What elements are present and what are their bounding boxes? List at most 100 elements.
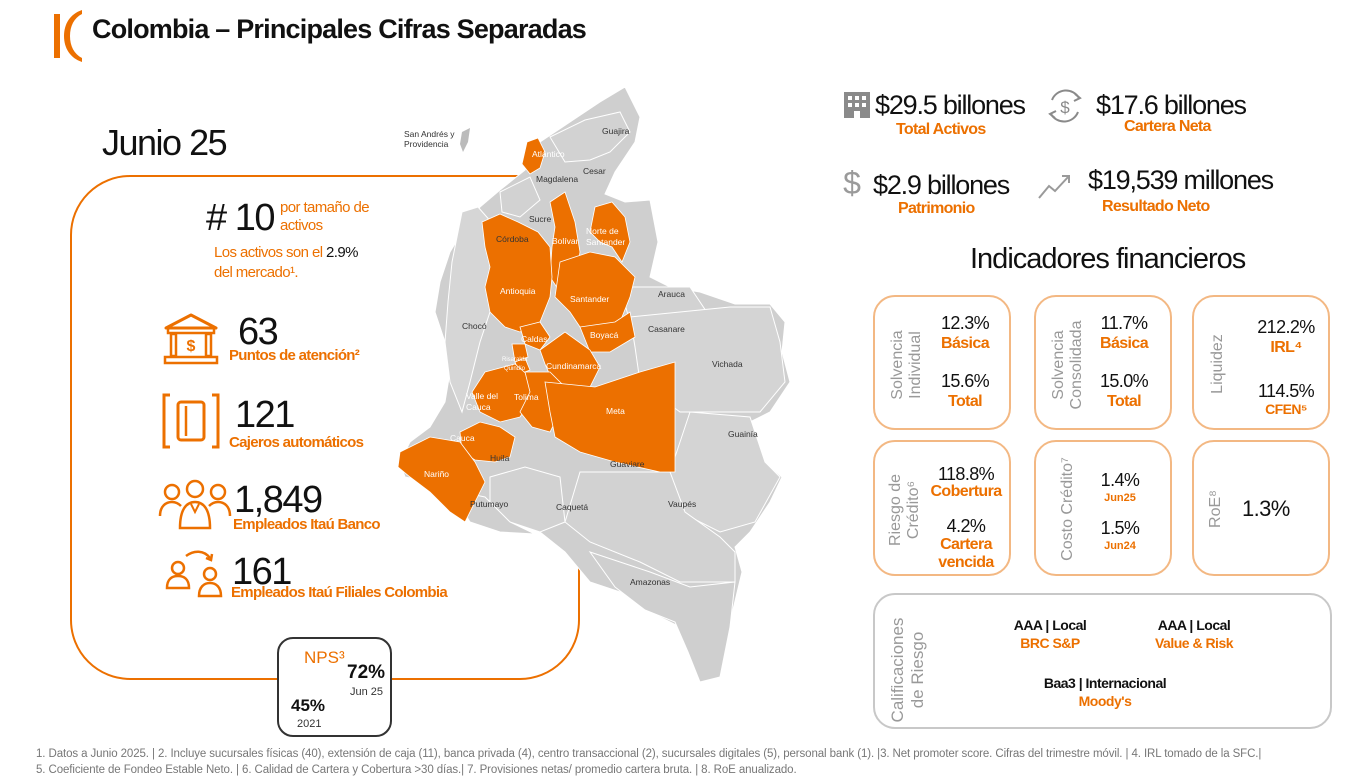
map-label-cundinamarca: Cundinamarca <box>546 361 602 371</box>
solv-con-total-value: 15.0% <box>1099 371 1149 391</box>
riesgo-credito-title: Riesgo de Crédito⁶ <box>887 473 922 547</box>
map-label-cesar: Cesar <box>583 166 606 176</box>
kpi-equity-label: Patrimonio <box>898 200 975 217</box>
solv-ind-basic-value: 12.3% <box>940 313 990 333</box>
riesgo-cobertura-value: 118.8% <box>937 464 995 484</box>
roe-value: 1.3% <box>1242 496 1290 521</box>
card-riesgo-credito: Riesgo de Crédito⁶ 118.8% Cobertura 4.2% … <box>873 440 1011 576</box>
svg-text:Santander: Santander <box>586 237 625 247</box>
rating-vr-agency: Value & Risk <box>1154 635 1234 651</box>
kpi-equity-value: $2.9 billones <box>873 170 1010 200</box>
riesgo-vencida-label: Cartera vencida <box>938 536 994 571</box>
card-costo-credito: Costo Crédito⁷ 1.4% Jun25 1.5% Jun24 <box>1034 440 1172 576</box>
map-label-tolima: Tolima <box>514 392 539 402</box>
rating-vr-value: AAA | Local <box>1157 617 1231 633</box>
map-label-putumayo: Putumayo <box>470 499 509 509</box>
card-ratings: Calificaciones de Riesgo AAA | Local BRC … <box>873 593 1332 729</box>
costo-credito-title: Costo Crédito⁷ <box>1059 457 1076 561</box>
card-solvencia-individual: Solvencia Individual 12.3% Básica 15.6% T… <box>873 295 1011 430</box>
kpi-total-assets-value: $29.5 billones <box>875 90 1026 120</box>
map-label-casanare: Casanare <box>648 324 685 334</box>
rating-moodys-value: Baa3 | Internacional <box>1043 675 1167 691</box>
people-group-icon <box>158 479 232 530</box>
rank-share: Los activos son el 2.9% del mercado¹. <box>214 243 414 283</box>
svg-text:Providencia: Providencia <box>404 139 449 149</box>
costo-jun24-value: 1.5% <box>1100 518 1140 538</box>
map-label-amazonas: Amazonas <box>630 577 670 587</box>
kpi-total-assets-label: Total Activos <box>896 121 986 138</box>
map-label-norte-santander: Norte de <box>586 226 619 236</box>
nps-prev-period: 2021 <box>297 718 322 730</box>
nps-prev-value: 45% <box>291 696 326 715</box>
riesgo-cobertura-label: Cobertura <box>930 483 1002 500</box>
ratings-title: Calificaciones de Riesgo <box>888 617 927 723</box>
map-label-valle: Valle del <box>466 391 498 401</box>
card-solvencia-consolidada: Solvencia Consolidada 11.7% Básica 15.0% … <box>1034 295 1172 430</box>
employees-bank-value: 1,849 <box>234 479 323 521</box>
kpi-net-income-label: Resultado Neto <box>1102 198 1210 215</box>
map-highlighted <box>397 137 676 523</box>
atm-icon <box>162 393 220 449</box>
svg-text:$: $ <box>1060 98 1070 117</box>
roe-title: RoE⁸ <box>1207 490 1224 528</box>
rank-share-suffix: del mercado¹. <box>214 264 299 281</box>
people-transfer-icon <box>165 550 223 598</box>
rank-label: por tamaño de activos <box>280 199 370 234</box>
costo-jun25-value: 1.4% <box>1100 470 1140 490</box>
map-labels: Guajira Magdalena Cesar Atlántico Sucre … <box>424 126 758 587</box>
employees-subsidiaries-value: 161 <box>232 551 292 593</box>
rating-brc-agency: BRC S&P <box>1020 635 1080 651</box>
atm-value: 121 <box>235 394 295 436</box>
svg-text:Cauca: Cauca <box>466 402 491 412</box>
costo-jun24-label: Jun24 <box>1104 540 1136 552</box>
map-label-vaupes: Vaupés <box>668 499 696 509</box>
map-label-guainia: Guainía <box>728 429 758 439</box>
map-label-huila: Huila <box>490 453 510 463</box>
footnote-line-1: 1. Datos a Junio 2025. | 2. Incluye sucu… <box>36 748 1262 760</box>
map-base <box>399 86 791 683</box>
footnote-line-2: 5. Coeficiente de Fondeo Estable Neto. |… <box>36 764 797 776</box>
service-points-label: Puntos de atención² <box>229 347 360 364</box>
map-label-choco: Chocó <box>462 321 487 331</box>
map-label-risaralda: Risaralda <box>502 357 528 363</box>
currency-cycle-icon: $ <box>1048 89 1082 123</box>
inset-label: San Andrés y <box>404 129 455 139</box>
liquidez-irl-value: 212.2% <box>1257 317 1315 337</box>
map-label-bolivar: Bolívar <box>552 236 579 246</box>
liquidez-cfen-value: 114.5% <box>1257 381 1315 401</box>
kpi-net-loans-value: $17.6 billones <box>1096 90 1247 120</box>
rank-number: # 10 <box>206 197 275 239</box>
rating-moodys-agency: Moody's <box>1078 693 1132 709</box>
solv-con-basic-value: 11.7% <box>1100 313 1148 333</box>
indicators-title: Indicadores financieros <box>970 243 1246 275</box>
map-label-cordoba: Córdoba <box>496 234 529 244</box>
san-andres-inset <box>460 128 470 152</box>
liquidez-irl-label: IRL⁴ <box>1270 339 1302 356</box>
map-label-magdalena: Magdalena <box>536 174 578 184</box>
svg-text:$: $ <box>187 338 196 355</box>
employees-subsidiaries-label: Empleados Itaú Filiales Colombia <box>231 584 448 601</box>
solv-con-basic-label: Básica <box>1100 335 1149 352</box>
solv-ind-total-value: 15.6% <box>940 371 990 391</box>
map-label-caqueta: Caquetá <box>556 502 588 512</box>
colombia-map: San Andrés y Providencia Guajira Magdale… <box>397 86 791 683</box>
page-title: Colombia – Principales Cifras Separadas <box>92 14 587 44</box>
costo-jun25-label: Jun25 <box>1104 492 1136 504</box>
map-label-sucre: Sucre <box>529 214 551 224</box>
kpi-net-loans-label: Cartera Neta <box>1124 118 1211 135</box>
map-label-narino: Nariño <box>424 469 449 479</box>
map-label-caldas: Caldas <box>521 334 547 344</box>
map-label-guaviare: Guaviare <box>610 459 645 469</box>
map-label-quindio: Quindío <box>504 366 526 372</box>
service-points-value: 63 <box>238 311 279 353</box>
solv-ind-total-label: Total <box>947 393 983 410</box>
rank-share-text: Los activos son el <box>214 244 323 261</box>
kpi-net-income-value: $19,539 millones <box>1088 165 1274 195</box>
map-label-boyaca: Boyacá <box>590 330 619 340</box>
title-accent-bar <box>54 10 82 62</box>
nps-current-value: 72% <box>347 662 386 683</box>
nps-card <box>277 637 392 737</box>
svg-text:$: $ <box>843 166 861 200</box>
map-label-meta: Meta <box>606 406 625 416</box>
rating-brc-value: AAA | Local <box>1013 617 1087 633</box>
